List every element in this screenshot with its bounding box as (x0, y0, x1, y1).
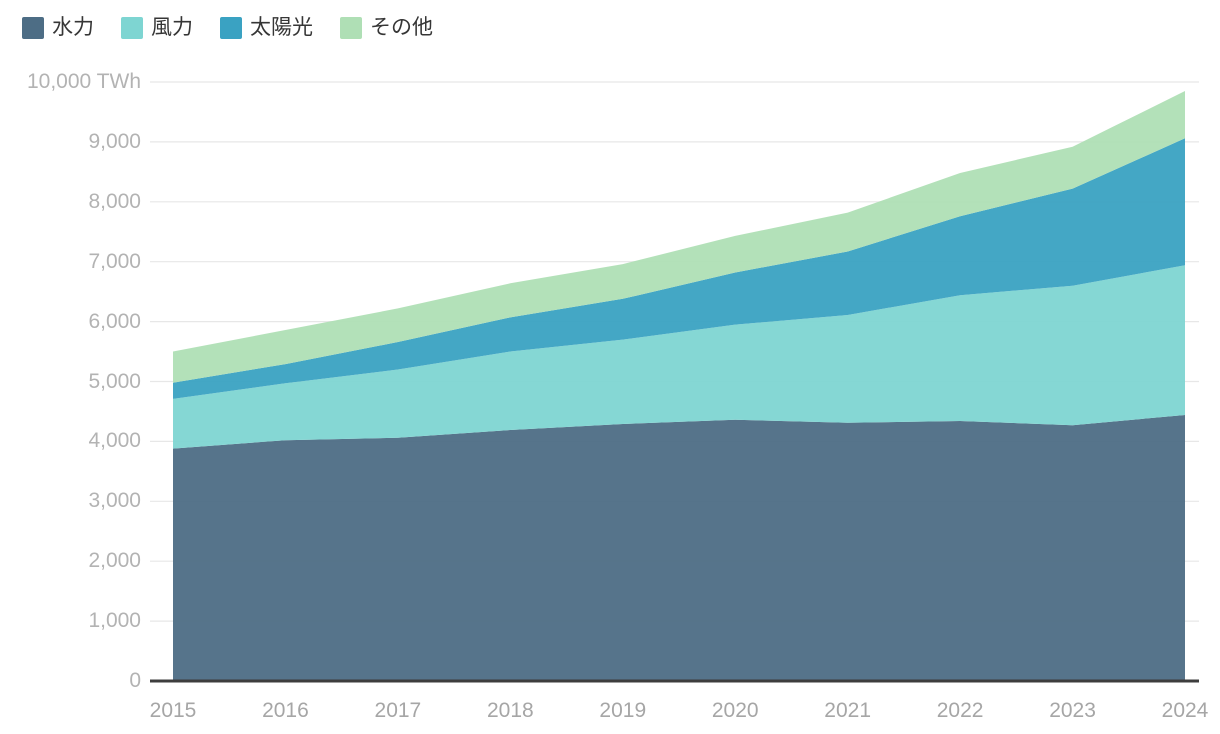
y-axis-tick-label: 0 (129, 669, 141, 692)
chart-legend: 水力 風力 太陽光 その他 (22, 17, 433, 39)
y-axis-tick-label: 2,000 (88, 549, 141, 573)
x-axis-tick-label: 2015 (149, 699, 197, 722)
y-axis-tick-label: 1,000 (88, 609, 141, 633)
area-series-3[interactable] (173, 91, 1185, 383)
legend-label-hydro: 水力 (52, 16, 94, 39)
y-axis-tick-label: 7,000 (88, 249, 141, 273)
legend-label-wind: 風力 (151, 16, 193, 39)
y-axis-tick-label: 4,000 (88, 429, 141, 453)
legend-swatch-hydro (22, 17, 44, 39)
x-axis-tick-label: 2022 (936, 699, 984, 722)
y-axis-tick-label: 6,000 (88, 309, 141, 333)
legend-swatch-wind (121, 17, 143, 39)
legend-item-solar[interactable]: 太陽光 (220, 17, 313, 39)
y-axis-tick-label: 10,000 TWh (26, 70, 141, 93)
y-axis-tick-label: 9,000 (88, 129, 141, 153)
x-axis-tick-label: 2017 (374, 699, 422, 722)
legend-label-solar: 太陽光 (250, 16, 313, 39)
area-series-0[interactable] (173, 415, 1185, 681)
legend-swatch-other (340, 17, 362, 39)
area-series-1[interactable] (173, 265, 1185, 449)
legend-swatch-solar (220, 17, 242, 39)
x-axis-tick-label: 2023 (1049, 699, 1096, 722)
x-axis-tick-label: 2019 (599, 699, 647, 722)
y-axis-tick-label: 3,000 (88, 489, 141, 513)
area-series-2[interactable] (173, 138, 1185, 399)
x-axis-tick-label: 2024 (1161, 699, 1209, 722)
y-axis-tick-label: 8,000 (88, 189, 141, 213)
legend-item-wind[interactable]: 風力 (121, 17, 193, 39)
x-axis-tick-label: 2018 (486, 699, 534, 722)
x-axis-tick-label: 2021 (824, 699, 872, 722)
x-axis-tick-label: 2020 (711, 699, 759, 722)
y-axis-tick-label: 5,000 (88, 369, 141, 393)
legend-item-hydro[interactable]: 水力 (22, 17, 94, 39)
x-axis-tick-label: 2016 (262, 699, 309, 722)
legend-label-other: その他 (370, 16, 433, 39)
legend-item-other[interactable]: その他 (340, 17, 433, 39)
